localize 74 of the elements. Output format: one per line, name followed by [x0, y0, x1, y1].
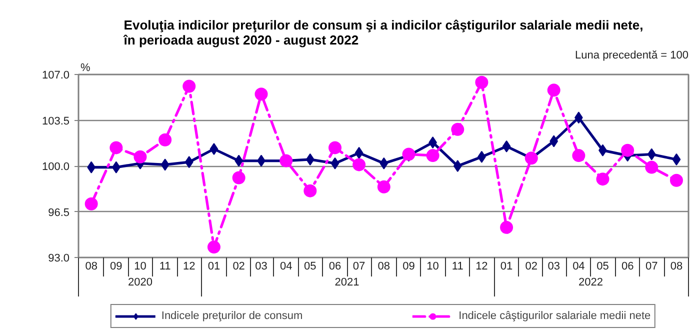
- x2-tick-label: 2022: [578, 276, 603, 288]
- point: [304, 184, 317, 198]
- point: [207, 240, 220, 254]
- x-tick-label: 04: [280, 260, 292, 272]
- point: [672, 153, 681, 166]
- point: [453, 160, 462, 172]
- point: [158, 133, 172, 146]
- point: [232, 171, 246, 184]
- x-tick-label: 03: [255, 260, 268, 272]
- x-tick-label: 11: [159, 260, 171, 272]
- point: [380, 157, 388, 170]
- chart-title: Evoluţia indicilor preţurilor de consum şi a indicilor câştigurilor salariale medii nete, în perioada august 2020 - august 2022: [122, 18, 644, 48]
- x-tick-label: 06: [621, 260, 634, 272]
- y-tick-label: 93.0: [48, 252, 70, 264]
- x-tick-label: 08: [670, 260, 683, 272]
- point: [110, 141, 123, 154]
- legend-label: Indicele preţurilor de consum: [161, 309, 303, 323]
- x-tick-label: 05: [304, 260, 316, 272]
- point: [621, 144, 634, 157]
- x-tick-label: 12: [183, 260, 196, 272]
- point: [354, 146, 364, 159]
- point: [160, 158, 170, 171]
- point: [377, 180, 390, 194]
- point: [647, 148, 656, 160]
- y-tick-label: 107.0: [42, 70, 70, 82]
- y-tick-label: 100.0: [42, 161, 70, 173]
- point: [451, 122, 464, 136]
- x-tick-label: 02: [232, 260, 245, 272]
- x-tick-label: 04: [572, 260, 585, 272]
- point: [670, 174, 683, 187]
- point: [254, 88, 268, 101]
- point: [134, 150, 147, 164]
- point: [502, 140, 511, 152]
- y-tick-label: 103.5: [42, 115, 70, 128]
- x-tick-label: 07: [646, 260, 658, 272]
- x-tick-label: 07: [352, 260, 366, 272]
- point: [500, 220, 514, 234]
- point: [547, 84, 560, 97]
- point: [402, 148, 416, 161]
- text: Luna precedentă = 100: [575, 50, 689, 62]
- x-tick-label: 02: [525, 260, 538, 272]
- point: [596, 172, 610, 186]
- x-tick-label: 08: [85, 260, 98, 272]
- x-tick-label: 01: [500, 260, 513, 272]
- point: [184, 156, 194, 168]
- point: [524, 152, 538, 165]
- y-tick-label: 96.5: [48, 206, 70, 219]
- point: [475, 76, 488, 89]
- x-tick-label: 09: [110, 260, 122, 272]
- x-tick-label: 03: [548, 260, 560, 272]
- point: [330, 157, 340, 170]
- x-tick-label: 10: [134, 260, 146, 272]
- x-tick-label: 06: [328, 260, 342, 272]
- x2-tick-label: 2020: [128, 276, 152, 288]
- y-axis-title: %: [80, 62, 90, 74]
- point: [182, 80, 196, 93]
- x-tick-label: 10: [426, 260, 439, 272]
- point: [306, 153, 314, 166]
- point: [84, 197, 98, 210]
- x2-tick-label: 2021: [334, 276, 360, 288]
- x-tick-label: 08: [378, 260, 390, 272]
- x-tick-label: 09: [402, 260, 415, 272]
- point: [328, 141, 342, 154]
- point: [352, 158, 366, 172]
- x-tick-label: 05: [596, 260, 609, 272]
- point: [572, 149, 586, 162]
- legend-label: Indicele câştigurilor salariale medii nete: [458, 309, 651, 323]
- x-tick-label: 12: [476, 260, 488, 272]
- point: [280, 154, 293, 168]
- x-tick-label: 11: [452, 260, 464, 272]
- point: [426, 149, 440, 162]
- point: [210, 143, 218, 156]
- point: [645, 160, 658, 174]
- x-tick-label: 01: [208, 260, 220, 272]
